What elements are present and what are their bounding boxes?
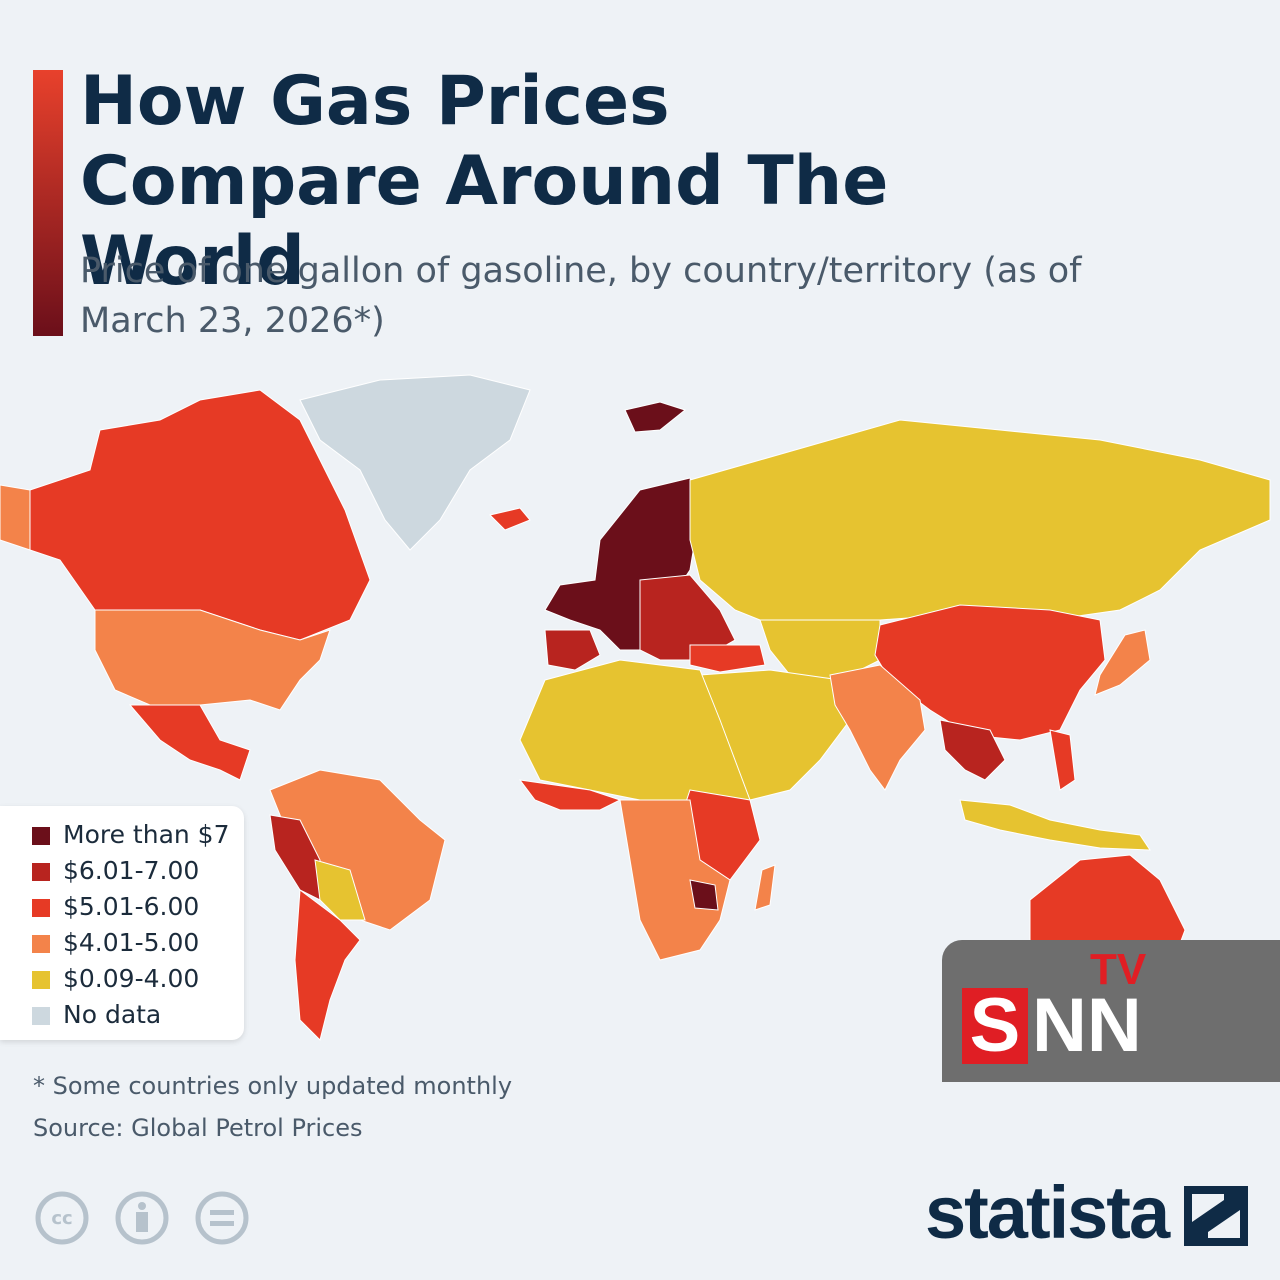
region: [1049, 729, 1076, 791]
legend-label: More than $7: [63, 820, 230, 849]
footnote: * Some countries only updated monthly: [33, 1072, 513, 1100]
region: [754, 864, 776, 911]
region: [294, 889, 361, 1041]
legend-label: No data: [63, 1000, 162, 1029]
region: [489, 507, 531, 531]
legend: More than $7 $6.01-7.00 $5.01-6.00 $4.01-5.…: [0, 806, 244, 1040]
legend-swatch: [32, 971, 50, 989]
region: [0, 484, 31, 551]
watermark: TV S NN: [942, 940, 1280, 1082]
title: How Gas Prices Compare Around The World: [80, 62, 889, 301]
region: [689, 879, 719, 911]
watermark-n: NN: [1032, 983, 1142, 1068]
region: [299, 374, 531, 551]
region: [128, 704, 251, 781]
nd-icon-bar: [210, 1221, 234, 1226]
region: [689, 419, 1271, 631]
legend-swatch: [32, 863, 50, 881]
subtitle: Price of one gallon of gasoline, by coun…: [80, 251, 1082, 341]
nd-icon-bar: [210, 1210, 234, 1215]
region: [619, 799, 731, 961]
region: [829, 664, 926, 791]
watermark-tv: TV: [1090, 945, 1147, 994]
by-icon-body: [136, 1212, 148, 1232]
brand-mark-shape: [1184, 1186, 1248, 1246]
region: [1094, 629, 1151, 696]
cc-icon: [35, 1191, 89, 1245]
watermark-s: S: [962, 988, 1028, 1064]
accent-bar: [33, 70, 63, 336]
region: [939, 719, 1006, 781]
license-icons: cc: [35, 1191, 249, 1245]
region: [94, 609, 331, 711]
legend-swatch: [32, 899, 50, 917]
legend-swatch: [32, 827, 50, 845]
region: [689, 644, 766, 673]
region: [314, 859, 366, 921]
legend-label: $4.01-5.00: [63, 928, 200, 957]
legend-label: $5.01-6.00: [63, 892, 200, 921]
cc-icon-text: cc: [51, 1208, 72, 1229]
region: [518, 779, 622, 811]
nd-icon: [195, 1191, 249, 1245]
legend-swatch: [32, 935, 50, 953]
world-map: [0, 374, 1276, 1041]
source: Source: Global Petrol Prices: [33, 1114, 363, 1142]
brand-mark: [1184, 1186, 1248, 1246]
legend-swatch: [32, 1007, 50, 1025]
region: [544, 629, 601, 671]
by-icon: [115, 1191, 169, 1245]
brand-logo: statista: [925, 1171, 1170, 1254]
legend-label: $0.09-4.00: [63, 964, 200, 993]
legend-label: $6.01-7.00: [63, 856, 200, 885]
region: [959, 799, 1151, 851]
region: [624, 401, 687, 433]
by-icon-head: [138, 1202, 146, 1210]
